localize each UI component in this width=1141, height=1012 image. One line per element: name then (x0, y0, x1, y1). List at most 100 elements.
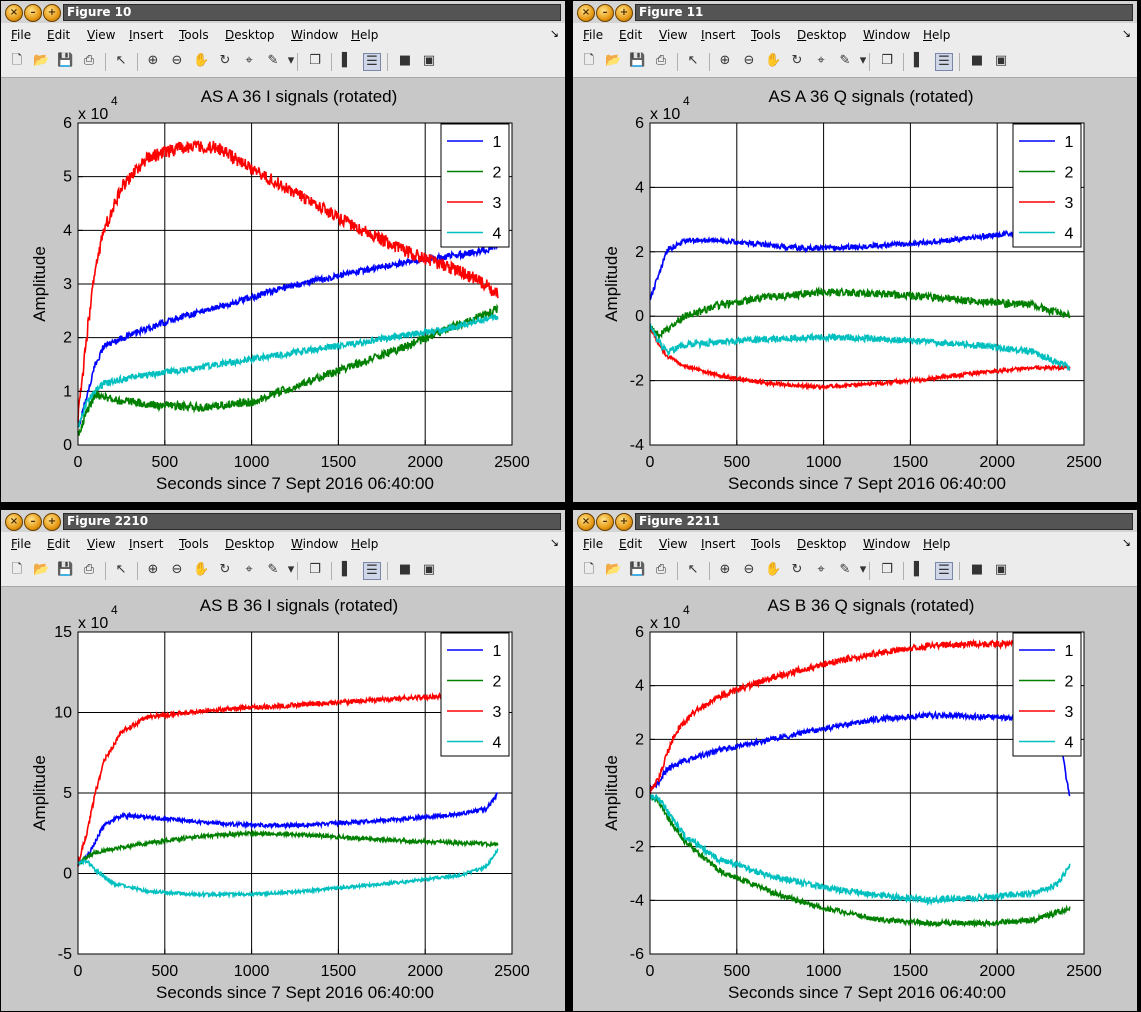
pointer-icon[interactable]: ↖ (115, 562, 127, 577)
data-cursor-icon[interactable]: ⌖ (817, 562, 825, 577)
menu-file[interactable]: File (11, 537, 32, 551)
plot-canvas[interactable]: 0 500 1000 1500 2000 2500 -5 0 5 10 15 x 10 4 AS B 36… (1, 587, 565, 1011)
save-icon[interactable]: 💾 (629, 53, 646, 68)
colorbar-icon[interactable]: ▌ (342, 53, 352, 68)
new-figure-icon[interactable]: 🗋 (11, 562, 23, 577)
menu-window[interactable]: Window (863, 28, 911, 42)
menu-edit[interactable]: Edit (619, 28, 643, 42)
pan-hand-icon[interactable]: ✋ (765, 53, 782, 68)
legend-box[interactable] (1012, 632, 1082, 757)
link-plot-icon[interactable]: ❐ (881, 562, 893, 577)
save-icon[interactable]: 💾 (57, 562, 74, 577)
zoom-in-icon[interactable]: ⊕ (719, 562, 731, 577)
menu-desktop[interactable]: Desktop (797, 28, 847, 42)
pointer-icon[interactable]: ↖ (687, 53, 699, 68)
menu-edit[interactable]: Edit (619, 537, 643, 551)
dock-arrow-icon[interactable]: ↘ (549, 27, 559, 40)
window-titlebar[interactable]: × – + Figure 2210 (1, 510, 565, 532)
brush-icon[interactable]: ✎ (267, 562, 279, 577)
show-plot-tools-icon[interactable]: ▣ (994, 562, 1008, 577)
brush-icon[interactable]: ✎ (267, 53, 279, 68)
pan-hand-icon[interactable]: ✋ (193, 53, 210, 68)
zoom-in-icon[interactable]: ⊕ (719, 53, 731, 68)
menu-desktop[interactable]: Desktop (225, 28, 275, 42)
menu-desktop[interactable]: Desktop (797, 537, 847, 551)
menu-edit[interactable]: Edit (47, 28, 71, 42)
plot-canvas[interactable]: 0 500 1000 1500 2000 2500 0 1 2 3 4 5 6 x 10 4 AS A 36 … (1, 78, 565, 502)
window-titlebar[interactable]: × – + Figure 2211 (573, 510, 1137, 532)
show-plot-tools-icon[interactable]: ▣ (422, 562, 436, 577)
legend-box[interactable] (1012, 123, 1082, 248)
hide-plot-tools-icon[interactable]: ■ (970, 53, 984, 68)
menu-help[interactable]: Help (351, 537, 379, 551)
dock-arrow-icon[interactable]: ↘ (1121, 536, 1131, 549)
brush-icon[interactable]: ✎ (839, 53, 851, 68)
menu-view[interactable]: View (659, 537, 688, 551)
close-window-button[interactable]: × (5, 4, 23, 22)
print-icon[interactable]: ⎙ (83, 562, 95, 577)
rotate-3d-icon[interactable]: ↻ (791, 562, 803, 577)
brush-dropdown-icon[interactable]: ▾ (859, 53, 867, 68)
link-plot-icon[interactable]: ❐ (309, 562, 321, 577)
legend-box[interactable] (440, 123, 510, 248)
minimize-window-button[interactable]: – (24, 513, 42, 531)
menu-file[interactable]: File (583, 28, 604, 42)
legend-icon[interactable]: ☰ (363, 53, 381, 71)
data-cursor-icon[interactable]: ⌖ (245, 53, 253, 68)
menu-file[interactable]: File (11, 28, 32, 42)
minimize-window-button[interactable]: – (596, 513, 614, 531)
print-icon[interactable]: ⎙ (655, 53, 667, 68)
rotate-3d-icon[interactable]: ↻ (791, 53, 803, 68)
data-cursor-icon[interactable]: ⌖ (817, 53, 825, 68)
link-plot-icon[interactable]: ❐ (881, 53, 893, 68)
menu-tools[interactable]: Tools (179, 537, 209, 551)
menu-file[interactable]: File (583, 537, 604, 551)
pan-hand-icon[interactable]: ✋ (765, 562, 782, 577)
menu-window[interactable]: Window (291, 28, 339, 42)
minimize-window-button[interactable]: – (596, 4, 614, 22)
print-icon[interactable]: ⎙ (655, 562, 667, 577)
legend-box[interactable] (440, 632, 510, 757)
show-plot-tools-icon[interactable]: ▣ (994, 53, 1008, 68)
colorbar-icon[interactable]: ▌ (342, 562, 352, 577)
minimize-window-button[interactable]: – (24, 4, 42, 22)
hide-plot-tools-icon[interactable]: ■ (398, 562, 412, 577)
colorbar-icon[interactable]: ▌ (914, 53, 924, 68)
menu-view[interactable]: View (87, 537, 116, 551)
close-window-button[interactable]: × (577, 4, 595, 22)
maximize-window-button[interactable]: + (615, 4, 633, 22)
print-icon[interactable]: ⎙ (83, 53, 95, 68)
menu-view[interactable]: View (87, 28, 116, 42)
new-figure-icon[interactable]: 🗋 (583, 562, 595, 577)
brush-dropdown-icon[interactable]: ▾ (859, 562, 867, 577)
zoom-in-icon[interactable]: ⊕ (147, 562, 159, 577)
maximize-window-button[interactable]: + (43, 513, 61, 531)
pointer-icon[interactable]: ↖ (115, 53, 127, 68)
menu-tools[interactable]: Tools (751, 537, 781, 551)
colorbar-icon[interactable]: ▌ (914, 562, 924, 577)
legend-icon[interactable]: ☰ (363, 562, 381, 580)
legend-icon[interactable]: ☰ (935, 562, 953, 580)
maximize-window-button[interactable]: + (615, 513, 633, 531)
menu-view[interactable]: View (659, 28, 688, 42)
dock-arrow-icon[interactable]: ↘ (1121, 27, 1131, 40)
pointer-icon[interactable]: ↖ (687, 562, 699, 577)
zoom-out-icon[interactable]: ⊖ (171, 53, 183, 68)
hide-plot-tools-icon[interactable]: ■ (398, 53, 412, 68)
rotate-3d-icon[interactable]: ↻ (219, 53, 231, 68)
close-window-button[interactable]: × (577, 513, 595, 531)
save-icon[interactable]: 💾 (629, 562, 646, 577)
menu-help[interactable]: Help (351, 28, 379, 42)
menu-insert[interactable]: Insert (129, 28, 164, 42)
zoom-out-icon[interactable]: ⊖ (743, 53, 755, 68)
brush-dropdown-icon[interactable]: ▾ (287, 53, 295, 68)
menu-window[interactable]: Window (291, 537, 339, 551)
menu-insert[interactable]: Insert (701, 28, 736, 42)
menu-tools[interactable]: Tools (751, 28, 781, 42)
link-plot-icon[interactable]: ❐ (309, 53, 321, 68)
zoom-out-icon[interactable]: ⊖ (171, 562, 183, 577)
brush-dropdown-icon[interactable]: ▾ (287, 562, 295, 577)
show-plot-tools-icon[interactable]: ▣ (422, 53, 436, 68)
plot-canvas[interactable]: 0 500 1000 1500 2000 2500 -6 -4 -2 0 2 4 6 x 10 4 AS B … (573, 587, 1137, 1011)
